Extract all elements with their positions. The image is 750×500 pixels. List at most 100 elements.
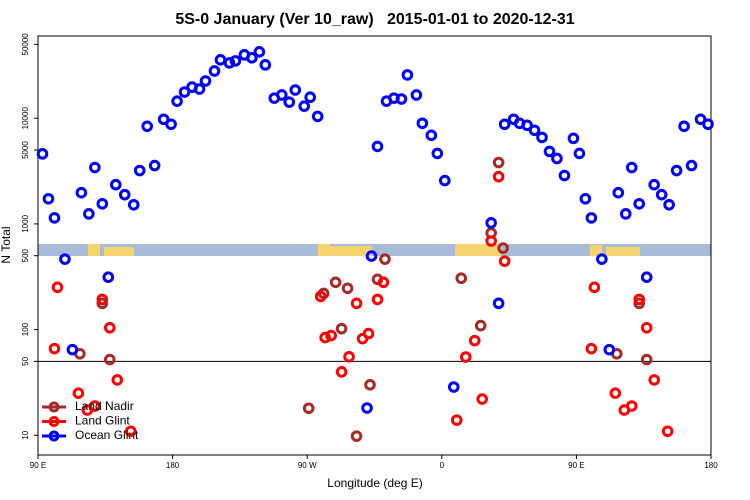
point bbox=[670, 164, 683, 177]
point bbox=[364, 379, 376, 391]
y-axis-label: N Total bbox=[0, 226, 13, 263]
point bbox=[377, 276, 390, 289]
point bbox=[171, 95, 183, 107]
point bbox=[199, 75, 212, 87]
legend-marker bbox=[48, 401, 60, 413]
point bbox=[335, 322, 348, 335]
point bbox=[314, 290, 327, 303]
point bbox=[311, 110, 324, 123]
map-strip bbox=[38, 244, 711, 256]
series bbox=[48, 170, 674, 438]
point bbox=[596, 253, 608, 265]
point bbox=[89, 161, 101, 174]
point bbox=[304, 91, 316, 104]
point bbox=[492, 297, 505, 310]
point bbox=[298, 100, 311, 112]
point bbox=[612, 186, 625, 199]
point bbox=[661, 425, 674, 438]
legend-label: Ocean Glint bbox=[75, 428, 139, 442]
point bbox=[223, 57, 236, 69]
legend-marker bbox=[48, 416, 60, 427]
point bbox=[157, 113, 170, 126]
point bbox=[96, 297, 109, 310]
point bbox=[329, 276, 342, 289]
point bbox=[431, 147, 444, 160]
point bbox=[694, 113, 707, 126]
y-tick-label: 10 bbox=[21, 430, 30, 439]
land-patch bbox=[330, 246, 372, 256]
point bbox=[371, 140, 384, 153]
point bbox=[361, 402, 373, 414]
point bbox=[528, 124, 541, 137]
point bbox=[410, 89, 423, 101]
point bbox=[640, 271, 653, 283]
point bbox=[48, 342, 61, 355]
series bbox=[36, 46, 714, 414]
point bbox=[455, 272, 468, 285]
point bbox=[585, 212, 598, 224]
point bbox=[648, 178, 660, 191]
point bbox=[283, 96, 296, 108]
point bbox=[72, 387, 85, 399]
point bbox=[633, 297, 646, 310]
point bbox=[702, 118, 714, 131]
land-patch bbox=[455, 244, 501, 256]
point bbox=[492, 170, 505, 183]
point bbox=[579, 192, 592, 205]
point bbox=[66, 343, 79, 356]
point bbox=[625, 400, 638, 412]
land-patch bbox=[318, 244, 330, 256]
point bbox=[536, 131, 548, 144]
point bbox=[551, 152, 563, 165]
chart-title: 5S-0 January (Ver 10_raw) 2015-01-01 to … bbox=[175, 11, 574, 28]
point bbox=[485, 217, 497, 229]
legend-label: Land Nadir bbox=[75, 399, 134, 413]
point bbox=[663, 198, 675, 211]
point bbox=[51, 281, 64, 294]
point bbox=[573, 147, 586, 160]
point bbox=[302, 402, 315, 415]
legend-marker bbox=[48, 430, 60, 442]
point bbox=[640, 353, 653, 366]
point bbox=[165, 118, 177, 131]
point bbox=[102, 271, 115, 283]
point bbox=[335, 366, 348, 378]
point bbox=[253, 46, 266, 58]
point bbox=[543, 145, 556, 158]
point bbox=[567, 132, 580, 145]
y-tick-label: 500 bbox=[21, 248, 30, 262]
point bbox=[625, 161, 638, 174]
point bbox=[89, 400, 101, 412]
land-patch bbox=[104, 247, 134, 256]
point bbox=[447, 381, 460, 393]
point bbox=[468, 334, 481, 347]
point bbox=[362, 327, 375, 340]
point bbox=[498, 255, 511, 267]
point bbox=[178, 86, 191, 98]
point bbox=[416, 117, 429, 130]
y-tick-label: 50000 bbox=[21, 33, 30, 56]
point bbox=[42, 192, 55, 205]
x-tick-label: 90 W bbox=[298, 461, 317, 470]
point bbox=[685, 159, 698, 172]
point bbox=[118, 188, 131, 201]
point bbox=[325, 329, 337, 342]
point bbox=[655, 188, 668, 201]
point bbox=[521, 119, 533, 132]
point bbox=[450, 414, 463, 426]
point bbox=[148, 159, 161, 172]
point bbox=[558, 169, 571, 182]
point bbox=[401, 69, 414, 81]
point bbox=[319, 331, 331, 344]
point bbox=[365, 250, 378, 262]
point bbox=[371, 293, 384, 306]
y-tick-label: 1000 bbox=[21, 214, 30, 232]
point bbox=[474, 319, 487, 332]
point bbox=[459, 351, 472, 363]
point bbox=[96, 293, 109, 306]
point bbox=[497, 242, 509, 254]
point bbox=[343, 350, 355, 363]
x-axis-label: Longitude (deg E) bbox=[327, 476, 422, 490]
point bbox=[395, 93, 408, 105]
